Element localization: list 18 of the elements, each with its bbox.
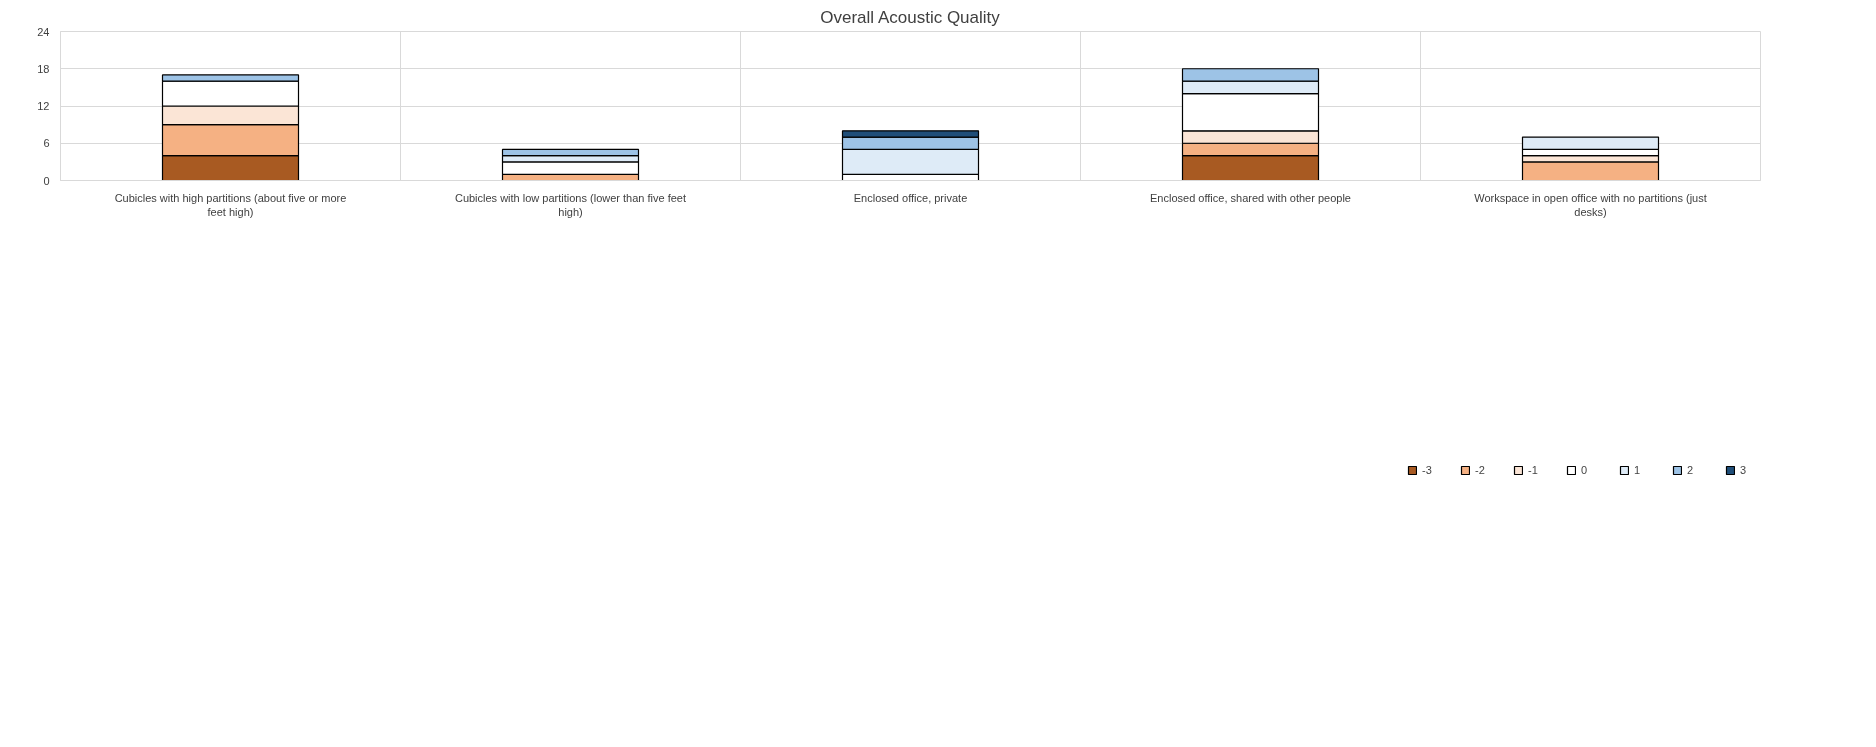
legend-label: -2 bbox=[1475, 464, 1486, 476]
y-tick-label: 12 bbox=[37, 100, 50, 112]
x-tick-label: Workspace in open office with no partitions (just desks) bbox=[1474, 191, 1707, 218]
y-tick-label: 0 bbox=[43, 174, 50, 187]
y-tick-label: 24 bbox=[37, 25, 50, 38]
x-tick-label: Cubicles with low partitions (lower than five feet high) bbox=[454, 191, 687, 218]
legend-label: 0 bbox=[1581, 464, 1589, 476]
x-tick-label: Enclosed office, private bbox=[853, 191, 968, 204]
x-tick-label: Enclosed office, shared with other people bbox=[1150, 191, 1351, 204]
legend-label: 1 bbox=[1634, 464, 1642, 476]
legend-label: 2 bbox=[1687, 464, 1695, 476]
legend-label: 3 bbox=[1740, 464, 1748, 476]
y-tick-label: 6 bbox=[43, 137, 50, 150]
y-tick-label: 18 bbox=[37, 62, 50, 75]
legend-label: -3 bbox=[1422, 464, 1433, 476]
legend-label: -1 bbox=[1528, 464, 1539, 476]
chart-title: Overall Acoustic Quality bbox=[820, 7, 1001, 27]
x-tick-label: Cubicles with high partitions (about five or more feet high) bbox=[114, 191, 347, 218]
